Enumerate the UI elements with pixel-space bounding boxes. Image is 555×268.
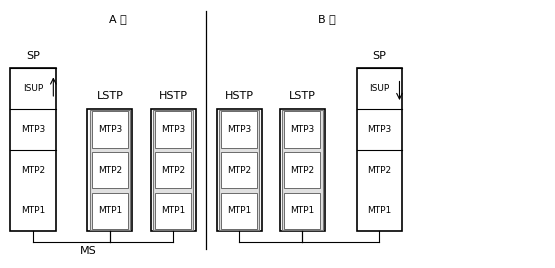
Bar	[216, 109, 261, 231]
Text: SP: SP	[26, 50, 40, 61]
Text: MTP2: MTP2	[21, 166, 45, 174]
Text: MTP3: MTP3	[161, 125, 185, 134]
Text: MTP3: MTP3	[227, 125, 251, 134]
Text: MTP1: MTP1	[367, 206, 391, 215]
Bar	[221, 111, 257, 148]
Text: MTP2: MTP2	[227, 166, 251, 174]
Text: LSTP: LSTP	[289, 91, 316, 101]
Text: SP: SP	[372, 50, 386, 61]
Text: MTP2: MTP2	[161, 166, 185, 174]
Text: MTP1: MTP1	[161, 206, 185, 215]
Bar	[284, 152, 320, 188]
Text: MTP1: MTP1	[98, 206, 122, 215]
Bar	[155, 152, 191, 188]
Text: MTP1: MTP1	[21, 206, 45, 215]
Bar	[155, 192, 191, 229]
Text: B 省: B 省	[318, 13, 336, 24]
Bar	[92, 111, 128, 148]
Bar	[219, 110, 259, 230]
Bar	[221, 192, 257, 229]
Bar	[282, 110, 322, 230]
Bar	[89, 110, 130, 230]
Text: MTP2: MTP2	[290, 166, 314, 174]
Text: MTP1: MTP1	[227, 206, 251, 215]
Text: HSTP: HSTP	[225, 91, 254, 101]
Text: MTP3: MTP3	[98, 125, 122, 134]
Text: MTP3: MTP3	[367, 125, 391, 134]
Bar	[280, 109, 325, 231]
Text: MTP1: MTP1	[290, 206, 314, 215]
Bar	[284, 192, 320, 229]
Text: HSTP: HSTP	[159, 91, 188, 101]
Bar	[92, 152, 128, 188]
Bar	[87, 109, 133, 231]
Bar	[150, 109, 195, 231]
Bar	[221, 152, 257, 188]
Text: ISUP: ISUP	[23, 84, 43, 93]
Bar	[11, 68, 56, 231]
Bar	[284, 111, 320, 148]
Bar	[357, 68, 402, 231]
Text: MTP3: MTP3	[21, 125, 45, 134]
Bar	[153, 110, 194, 230]
Bar	[92, 192, 128, 229]
Text: ISUP: ISUP	[369, 84, 389, 93]
Text: A 省: A 省	[109, 13, 127, 24]
Text: MTP2: MTP2	[98, 166, 122, 174]
Text: MS: MS	[79, 246, 97, 256]
Text: MTP3: MTP3	[290, 125, 314, 134]
Bar	[155, 111, 191, 148]
Text: LSTP: LSTP	[97, 91, 123, 101]
Text: MTP2: MTP2	[367, 166, 391, 174]
